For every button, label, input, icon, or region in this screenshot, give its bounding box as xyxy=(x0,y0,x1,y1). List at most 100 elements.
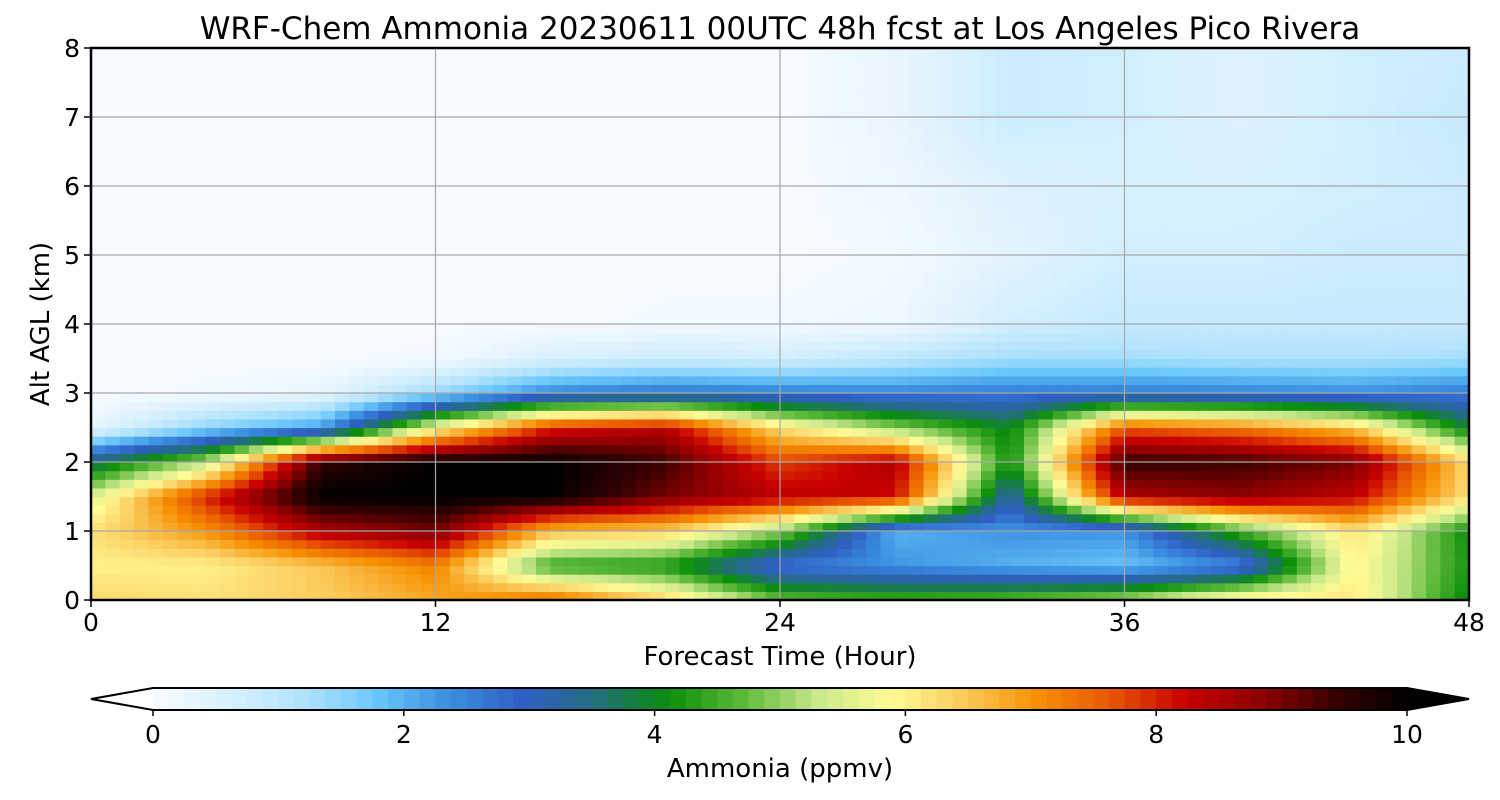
heatmap-cell xyxy=(593,479,609,489)
heatmap-cell xyxy=(823,418,839,429)
heatmap-cell xyxy=(693,539,709,549)
heatmap-cell xyxy=(937,203,953,213)
heatmap-cell xyxy=(220,418,236,429)
heatmap-cell xyxy=(880,418,896,429)
heatmap-cell xyxy=(1110,367,1126,377)
heatmap-cell xyxy=(1038,229,1054,239)
heatmap-cell xyxy=(923,324,939,334)
heatmap-cell xyxy=(909,505,925,515)
heatmap-cell xyxy=(148,539,164,549)
heatmap-cell xyxy=(277,211,293,222)
heatmap-cell xyxy=(1368,591,1384,600)
heatmap-cell xyxy=(679,177,695,187)
heatmap-cell xyxy=(650,556,666,567)
heatmap-cell xyxy=(823,237,839,247)
heatmap-cell xyxy=(521,263,537,273)
heatmap-cell xyxy=(363,194,379,204)
heatmap-cell xyxy=(909,177,925,187)
heatmap-cell xyxy=(277,186,293,196)
heatmap-cell xyxy=(1311,513,1327,523)
heatmap-cell xyxy=(1411,298,1427,308)
heatmap-cell xyxy=(435,505,451,515)
heatmap-cell xyxy=(335,211,350,222)
heatmap-cell xyxy=(205,574,221,584)
heatmap-cell xyxy=(234,470,250,480)
heatmap-cell xyxy=(564,505,580,515)
heatmap-cell xyxy=(205,194,221,204)
heatmap-cell xyxy=(1325,298,1341,308)
heatmap-cell xyxy=(406,211,422,222)
heatmap-cell xyxy=(1067,393,1083,403)
heatmap-cell xyxy=(349,211,365,222)
heatmap-cell xyxy=(593,565,609,575)
heatmap-cell xyxy=(794,393,810,403)
heatmap-cell xyxy=(449,565,465,575)
heatmap-cell xyxy=(579,418,594,429)
heatmap-cell xyxy=(823,160,839,170)
heatmap-cell xyxy=(1382,168,1398,178)
heatmap-cell xyxy=(980,151,996,161)
heatmap-cell xyxy=(751,574,767,584)
heatmap-cell xyxy=(1354,177,1370,187)
heatmap-cell xyxy=(593,341,609,351)
heatmap-cell xyxy=(191,393,207,403)
heatmap-cell xyxy=(1224,444,1240,454)
heatmap-cell xyxy=(205,418,221,429)
heatmap-cell xyxy=(320,298,336,308)
heatmap-cell xyxy=(435,513,451,523)
heatmap-cell xyxy=(1311,160,1327,170)
heatmap-cell xyxy=(1411,384,1427,394)
heatmap-cell xyxy=(507,444,523,454)
heatmap-cell xyxy=(1296,410,1312,420)
heatmap-cell xyxy=(980,401,996,411)
heatmap-cell xyxy=(751,263,767,273)
heatmap-cell xyxy=(1296,539,1312,549)
heatmap-cell xyxy=(736,332,752,342)
heatmap-cell xyxy=(1124,418,1140,429)
heatmap-cell xyxy=(392,289,408,299)
heatmap-cell xyxy=(363,298,379,308)
heatmap-cell xyxy=(851,393,867,403)
heatmap-cell xyxy=(966,539,982,549)
heatmap-cell xyxy=(995,324,1011,334)
heatmap-cell xyxy=(335,272,350,282)
heatmap-cell xyxy=(320,531,336,541)
heatmap-cell xyxy=(220,522,236,532)
heatmap-cell xyxy=(291,246,307,256)
heatmap-cell xyxy=(780,280,795,291)
heatmap-cell xyxy=(622,556,638,567)
heatmap-cell xyxy=(1354,160,1370,170)
heatmap-cell xyxy=(1210,384,1226,394)
heatmap-cell xyxy=(162,358,178,368)
heatmap-cell xyxy=(1296,177,1312,187)
heatmap-cell xyxy=(363,513,379,523)
heatmap-cell xyxy=(937,237,953,247)
heatmap-cell xyxy=(134,556,150,567)
heatmap-cell xyxy=(579,263,594,273)
heatmap-cell xyxy=(1239,522,1255,532)
heatmap-cell xyxy=(306,298,322,308)
heatmap-cell xyxy=(1181,418,1197,429)
heatmap-cell xyxy=(162,203,178,213)
heatmap-cell xyxy=(808,194,824,204)
heatmap-cell xyxy=(894,280,910,291)
heatmap-cell xyxy=(1095,280,1111,291)
heatmap-cell xyxy=(995,410,1011,420)
heatmap-cell xyxy=(277,496,293,506)
heatmap-cell xyxy=(277,255,293,265)
heatmap-cell xyxy=(736,591,752,600)
heatmap-cell xyxy=(1067,211,1083,222)
heatmap-cell xyxy=(1067,298,1083,308)
heatmap-cell xyxy=(191,220,207,230)
heatmap-cell xyxy=(894,410,910,420)
heatmap-cell xyxy=(708,367,724,377)
heatmap-cell xyxy=(291,358,307,368)
heatmap-cell xyxy=(91,341,106,351)
heatmap-cell xyxy=(507,160,523,170)
heatmap-cell xyxy=(1325,168,1341,178)
heatmap-cell xyxy=(1038,246,1054,256)
heatmap-cell xyxy=(1138,574,1154,584)
heatmap-cell xyxy=(980,358,996,368)
heatmap-cell xyxy=(607,410,623,420)
heatmap-cell xyxy=(162,453,178,463)
